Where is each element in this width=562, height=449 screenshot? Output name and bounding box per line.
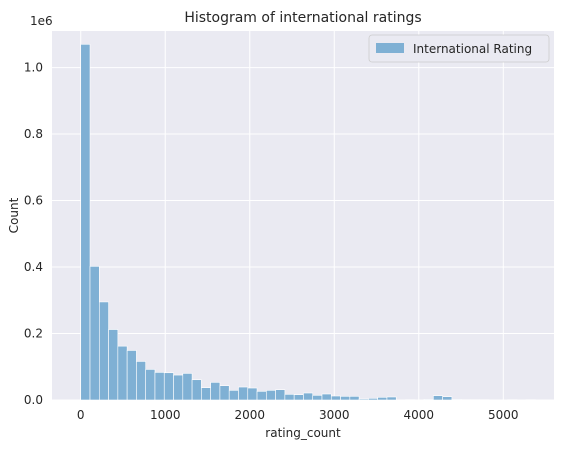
histogram-bar	[136, 361, 146, 401]
histogram-bar	[340, 396, 351, 401]
histogram-bar	[191, 379, 202, 401]
histogram-bar	[433, 395, 443, 401]
x-tick-label: 4000	[404, 408, 435, 422]
y-offset-text: 1e6	[30, 14, 53, 28]
y-tick-label: 0.4	[24, 260, 43, 274]
histogram-bar	[219, 385, 230, 401]
y-tick-labels: 0.0 0.2 0.4 0.6 0.8 1.0	[24, 61, 43, 407]
histogram-bar	[275, 389, 286, 401]
histogram-bar	[386, 396, 397, 401]
histogram-bar	[117, 345, 128, 401]
plot-area	[52, 31, 554, 400]
histogram-bar	[210, 382, 221, 401]
legend-box	[368, 34, 550, 63]
y-axis-label: Count	[7, 197, 21, 233]
histogram-bar	[321, 393, 332, 401]
histogram-bar	[108, 329, 119, 401]
histogram-bar	[330, 395, 341, 401]
x-tick-label: 3000	[319, 408, 350, 422]
histogram-bar	[154, 372, 165, 401]
y-tick-label: 0.6	[24, 194, 43, 208]
histogram-bar	[80, 43, 91, 401]
histogram-bar	[451, 399, 462, 401]
x-tick-label: 0	[77, 408, 85, 422]
legend-label: International Rating	[413, 42, 532, 56]
histogram-bar	[126, 350, 137, 401]
histogram-bar	[303, 392, 314, 401]
y-tick-label: 0.2	[24, 327, 43, 341]
histogram-bar	[293, 394, 304, 401]
histogram-bar	[247, 387, 258, 401]
histogram-bar	[312, 395, 323, 401]
chart-title: Histogram of international ratings	[184, 10, 421, 26]
histogram-bar	[182, 373, 193, 401]
histogram-bar	[368, 398, 378, 401]
histogram-bar	[201, 387, 211, 401]
histogram-bar	[377, 397, 388, 401]
histogram-bar	[358, 398, 369, 401]
y-tick-label: 1.0	[24, 61, 43, 75]
legend-swatch	[376, 43, 404, 53]
histogram-bar	[442, 396, 453, 401]
y-tick-label: 0.0	[24, 393, 43, 407]
histogram-bar	[173, 374, 184, 401]
histogram-bar	[89, 266, 100, 401]
x-tick-labels: 0 1000 2000 3000 4000 5000	[77, 408, 519, 422]
histogram-bar	[238, 386, 249, 401]
histogram-bar	[163, 372, 174, 401]
x-axis-label: rating_count	[265, 426, 341, 440]
legend: International Rating	[368, 34, 550, 63]
histogram-bar	[266, 390, 276, 401]
histogram-bar	[284, 394, 295, 401]
histogram-bar	[228, 390, 239, 401]
x-tick-label: 5000	[488, 408, 519, 422]
x-tick-label: 2000	[234, 408, 265, 422]
histogram-bar	[256, 391, 267, 401]
y-tick-label: 0.8	[24, 127, 43, 141]
histogram-bar	[349, 396, 360, 401]
histogram-bars	[80, 43, 536, 401]
x-tick-label: 1000	[150, 408, 181, 422]
histogram-bar	[423, 399, 434, 401]
histogram-bar	[145, 369, 156, 401]
histogram-bar	[98, 301, 109, 401]
